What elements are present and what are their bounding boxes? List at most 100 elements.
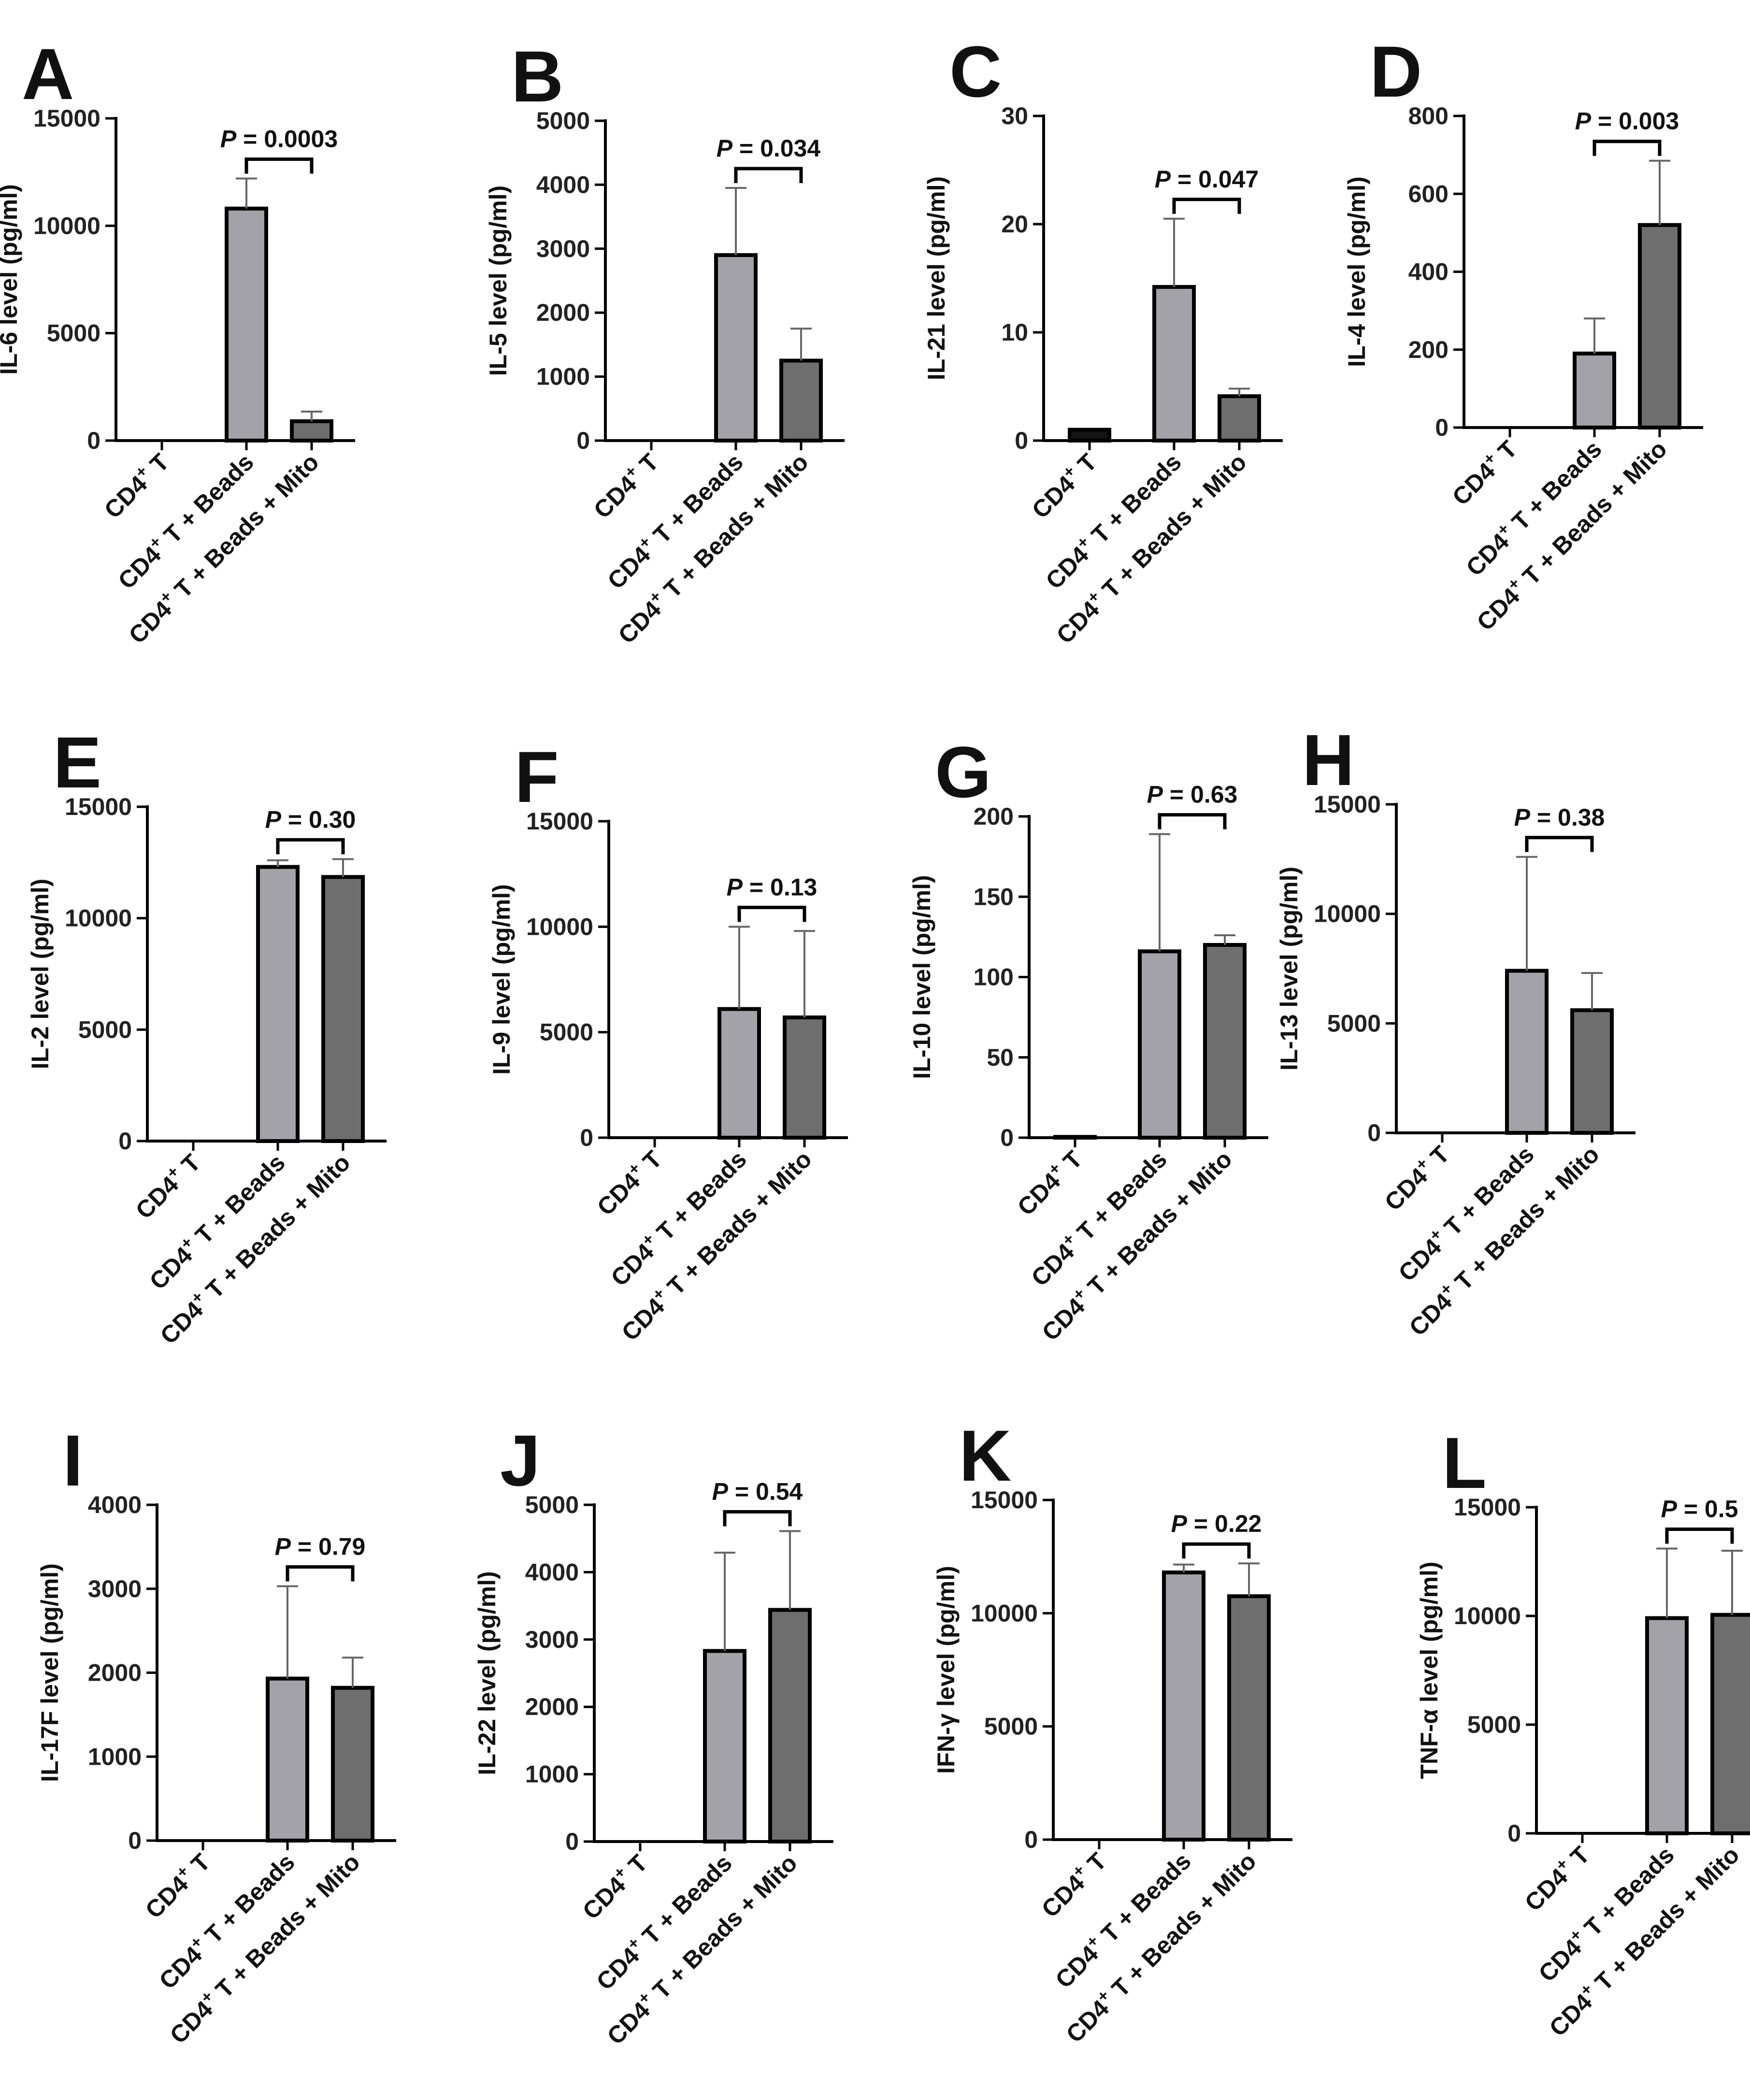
significance-bracket: P = 0.13 xyxy=(727,873,818,922)
p-value-label: P = 0.38 xyxy=(1514,804,1605,831)
panel-letter: G xyxy=(935,731,991,813)
bar xyxy=(1505,969,1549,1135)
x-category-label: CD4+ T xyxy=(97,447,174,524)
p-number: = 0.13 xyxy=(743,873,817,900)
y-tick-label: 0 xyxy=(118,1128,132,1155)
bar xyxy=(290,419,333,443)
bracket-line xyxy=(734,167,803,184)
p-number: = 0.0003 xyxy=(236,126,338,153)
p-number: = 0.54 xyxy=(728,1478,803,1505)
p-symbol: P xyxy=(265,806,282,833)
panel-letter: A xyxy=(22,33,74,114)
bracket-line xyxy=(723,1510,792,1527)
panel-b: B 0 1000 2000 3000 4000 5000 IL-5 level (pg/ml)… xyxy=(485,36,845,649)
bar xyxy=(1227,1594,1271,1842)
y-tick-label: 3000 xyxy=(525,1626,579,1653)
y-tick-label: 100 xyxy=(974,964,1014,991)
p-number: = 0.034 xyxy=(732,135,820,162)
significance-bracket: P = 0.047 xyxy=(1155,166,1259,214)
y-tick-label: 5000 xyxy=(540,1019,593,1046)
panel-c: C 0 10 20 30 IL-21 level (pg/ml) P = 0.047 CD4+… xyxy=(923,31,1283,649)
y-axis-label: IL-4 level (pg/ml) xyxy=(1343,176,1370,367)
x-category-label: CD4+ T xyxy=(1518,1840,1594,1916)
p-number: = 0.22 xyxy=(1187,1510,1262,1537)
p-symbol: P xyxy=(275,1533,291,1560)
y-axis-label: IL-9 level (pg/ml) xyxy=(488,884,515,1075)
y-tick-label: 0 xyxy=(580,1124,593,1151)
p-symbol: P xyxy=(1514,804,1531,831)
panel-letter: I xyxy=(63,1420,83,1501)
y-tick-label: 1000 xyxy=(88,1743,142,1770)
y-tick-label: 10000 xyxy=(1314,900,1381,928)
y-tick-label: 10000 xyxy=(526,913,593,940)
p-number: = 0.047 xyxy=(1171,166,1259,193)
significance-bracket: P = 0.54 xyxy=(712,1478,803,1527)
y-tick-label: 4000 xyxy=(88,1491,142,1518)
x-category-label: CD4+ T xyxy=(1377,1139,1454,1216)
panel-f: F 0 5000 10000 15000 IL-9 level (pg/ml) P = 0.… xyxy=(488,736,848,1346)
bracket-line xyxy=(1592,140,1662,156)
x-category-label: CD4+ T xyxy=(1034,1846,1111,1923)
y-tick-label: 1000 xyxy=(525,1761,579,1788)
panel-letter: K xyxy=(959,1415,1011,1496)
p-value-label: P = 0.047 xyxy=(1155,166,1259,193)
y-tick-label: 15000 xyxy=(1314,791,1381,818)
p-symbol: P xyxy=(1155,166,1171,193)
p-symbol: P xyxy=(1171,1510,1188,1537)
y-tick-label: 20 xyxy=(1001,211,1028,238)
bracket-line xyxy=(1525,836,1594,852)
panel-k: K 0 5000 10000 15000 IFN-γ level (pg/ml) P = 0… xyxy=(932,1415,1292,2048)
bracket-line xyxy=(1182,1542,1251,1559)
significance-bracket: P = 0.30 xyxy=(265,806,356,855)
panel-letter: C xyxy=(949,31,1002,112)
panel-letter: L xyxy=(1442,1422,1487,1503)
y-axis-label: IL-5 level (pg/ml) xyxy=(485,186,512,376)
y-axis-label: IL-2 level (pg/ml) xyxy=(27,879,54,1070)
p-symbol: P xyxy=(1661,1496,1678,1523)
significance-bracket: P = 0.5 xyxy=(1661,1496,1738,1544)
x-category-label: CD4+ T xyxy=(575,1848,652,1925)
y-tick-label: 600 xyxy=(1408,180,1449,207)
bar xyxy=(717,1007,761,1140)
significance-bracket: P = 0.034 xyxy=(717,135,820,184)
bar xyxy=(1573,351,1616,429)
p-symbol: P xyxy=(712,1478,729,1505)
y-tick-label: 15000 xyxy=(65,793,132,820)
x-category-label: CD4+ T xyxy=(590,1144,667,1221)
y-axis-label: IFN-γ level (pg/ml) xyxy=(932,1566,960,1774)
p-value-label: P = 0.63 xyxy=(1147,781,1238,808)
y-tick-label: 10000 xyxy=(65,905,132,932)
y-tick-label: 0 xyxy=(87,427,100,454)
y-tick-label: 0 xyxy=(1024,1826,1038,1853)
p-value-label: P = 0.5 xyxy=(1661,1496,1738,1523)
bar xyxy=(1645,1616,1689,1835)
panel-j: J 0 1000 2000 3000 4000 5000 IL-22 level (pg/ml… xyxy=(473,1420,833,2050)
panel-letter: E xyxy=(53,722,101,803)
bar xyxy=(1638,223,1681,429)
y-tick-label: 2000 xyxy=(88,1659,142,1686)
bar xyxy=(783,1015,826,1140)
panel-l: L 0 5000 10000 15000 TNF-α level (pg/ml) P = 0… xyxy=(1416,1422,1750,2042)
y-tick-label: 5000 xyxy=(525,1491,579,1518)
bar xyxy=(1053,1135,1097,1140)
bar xyxy=(714,253,758,443)
p-value-label: P = 0.13 xyxy=(727,873,818,900)
y-tick-label: 10000 xyxy=(33,212,100,239)
panel-d: D 0 200 400 600 800 IL-4 level (pg/ml) P = 0.00… xyxy=(1343,31,1703,636)
panel-letter: D xyxy=(1370,31,1422,112)
significance-bracket: P = 0.79 xyxy=(275,1533,365,1582)
bar xyxy=(256,865,300,1143)
panel-h: H 0 5000 10000 15000 IL-13 level (pg/ml) P = 0… xyxy=(1276,719,1635,1341)
bar xyxy=(1570,1008,1614,1135)
y-tick-label: 1000 xyxy=(536,363,590,390)
panel-letter: B xyxy=(511,36,563,117)
y-tick-label: 200 xyxy=(974,803,1014,830)
significance-bracket: P = 0.38 xyxy=(1514,804,1605,852)
bar xyxy=(266,1676,309,1843)
y-tick-label: 5000 xyxy=(1467,1711,1521,1738)
bar xyxy=(1162,1570,1205,1842)
panel-letter: F xyxy=(515,736,559,817)
y-tick-label: 10 xyxy=(1001,319,1028,346)
